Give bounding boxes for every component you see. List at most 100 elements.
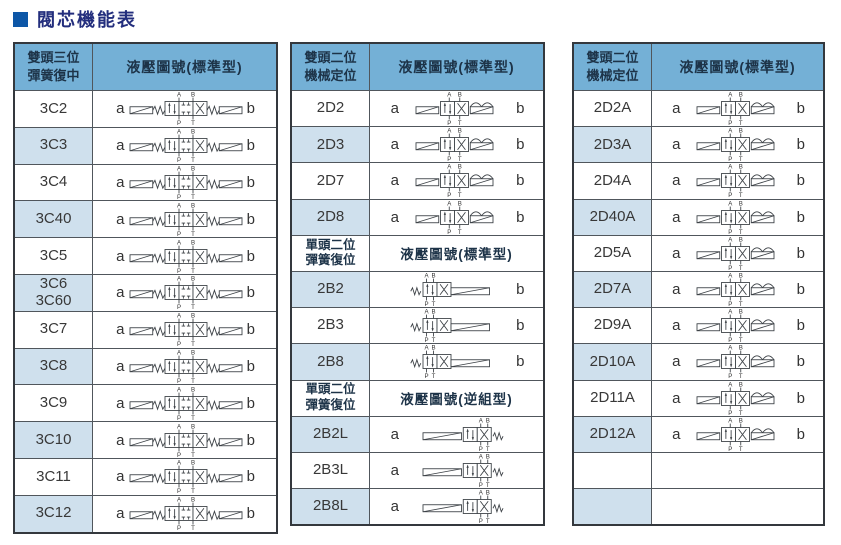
svg-text:A: A xyxy=(176,312,181,319)
svg-text:A: A xyxy=(176,128,181,135)
model-code-cell: 2D3 xyxy=(290,126,370,164)
svg-text:B: B xyxy=(485,417,489,424)
model-code-cell: 2D7 xyxy=(290,162,370,200)
position-b-label: b xyxy=(246,357,255,375)
svg-text:P: P xyxy=(176,341,180,347)
svg-text:B: B xyxy=(190,276,194,283)
det2-valve-icon: A B P T xyxy=(696,164,774,198)
model-code-cell: 2D5A xyxy=(572,234,652,272)
svg-text:P: P xyxy=(176,268,180,274)
position-b-label: b xyxy=(246,321,255,339)
svg-text:B: B xyxy=(738,417,742,424)
svg-text:B: B xyxy=(738,272,742,279)
sol3-valve-icon: A B P T xyxy=(129,496,242,531)
model-code-cell: 2D2A xyxy=(572,89,652,128)
b2-valve-icon: A B P T xyxy=(409,272,490,307)
svg-text:T: T xyxy=(457,229,461,235)
det2-valve-icon: A B P T xyxy=(696,345,774,379)
svg-text:A: A xyxy=(176,496,181,503)
model-code-cell: 2D40A xyxy=(572,198,652,236)
position-a-label: a xyxy=(390,461,399,479)
svg-text:P: P xyxy=(447,156,451,162)
b2l-valve-icon: A B P T xyxy=(422,489,503,524)
position-a-label: a xyxy=(672,425,681,443)
svg-text:A: A xyxy=(447,200,452,207)
position-a-label: a xyxy=(672,172,681,190)
svg-text:A: A xyxy=(728,236,733,243)
svg-text:P: P xyxy=(478,518,482,524)
svg-text:P: P xyxy=(447,193,451,199)
model-code-cell: 2D8 xyxy=(290,198,370,236)
model-code-cell: 3C11 xyxy=(13,457,93,496)
svg-text:A: A xyxy=(728,200,733,207)
table-row xyxy=(572,451,825,490)
det2-valve-icon: A B P T xyxy=(415,164,493,199)
position-b-label: b xyxy=(796,244,805,262)
svg-text:T: T xyxy=(738,410,742,416)
position-a-label: a xyxy=(672,136,681,154)
position-a-label: a xyxy=(116,431,125,449)
model-code-cell: 2D3A xyxy=(572,126,652,164)
svg-text:B: B xyxy=(738,345,742,352)
svg-text:P: P xyxy=(728,301,732,307)
position-b-label: b xyxy=(796,389,805,407)
table-row: 2B8L a A B P T xyxy=(290,488,545,526)
valve-symbol xyxy=(681,489,797,524)
svg-text:T: T xyxy=(738,337,742,343)
svg-text:P: P xyxy=(424,337,428,343)
svg-text:A: A xyxy=(478,417,483,424)
svg-text:T: T xyxy=(191,378,195,384)
svg-text:B: B xyxy=(190,423,194,430)
position-a-label: a xyxy=(672,317,681,335)
svg-text:B: B xyxy=(190,165,194,172)
position-b-label: b xyxy=(516,208,525,226)
svg-text:A: A xyxy=(478,453,483,460)
det2-valve-icon: A B P T xyxy=(696,236,774,271)
position-a-label: a xyxy=(390,498,399,516)
svg-text:T: T xyxy=(485,518,489,524)
det2-valve-icon: A B P T xyxy=(415,91,493,126)
svg-text:T: T xyxy=(191,121,195,127)
svg-text:A: A xyxy=(424,345,429,352)
det2-valve-icon: A B P T xyxy=(696,200,774,235)
svg-text:A: A xyxy=(176,423,181,430)
svg-text:B: B xyxy=(457,200,461,207)
svg-text:B: B xyxy=(738,128,742,135)
svg-text:P: P xyxy=(478,482,482,488)
valve-symbol xyxy=(681,453,797,488)
model-code-cell: 2D12A xyxy=(572,415,652,453)
